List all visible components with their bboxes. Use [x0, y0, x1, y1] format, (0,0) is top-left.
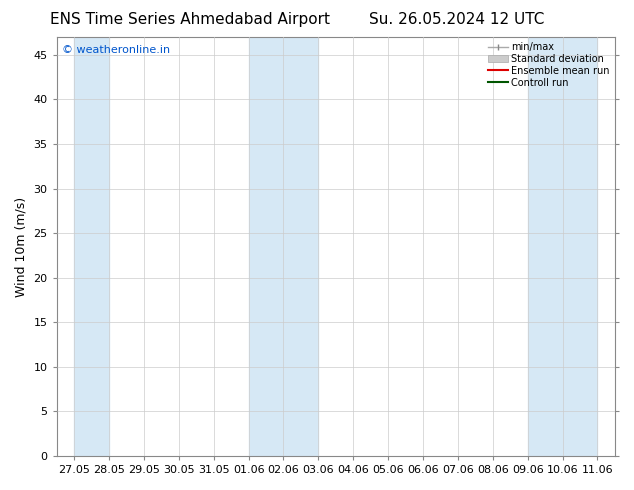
- Text: Su. 26.05.2024 12 UTC: Su. 26.05.2024 12 UTC: [369, 12, 544, 27]
- Bar: [249, 37, 318, 456]
- Legend: min/max, Standard deviation, Ensemble mean run, Controll run: min/max, Standard deviation, Ensemble me…: [486, 40, 612, 90]
- Bar: [527, 37, 597, 456]
- Y-axis label: Wind 10m (m/s): Wind 10m (m/s): [15, 196, 28, 296]
- Text: © weatheronline.in: © weatheronline.in: [62, 46, 171, 55]
- Bar: [74, 37, 109, 456]
- Text: ENS Time Series Ahmedabad Airport: ENS Time Series Ahmedabad Airport: [50, 12, 330, 27]
